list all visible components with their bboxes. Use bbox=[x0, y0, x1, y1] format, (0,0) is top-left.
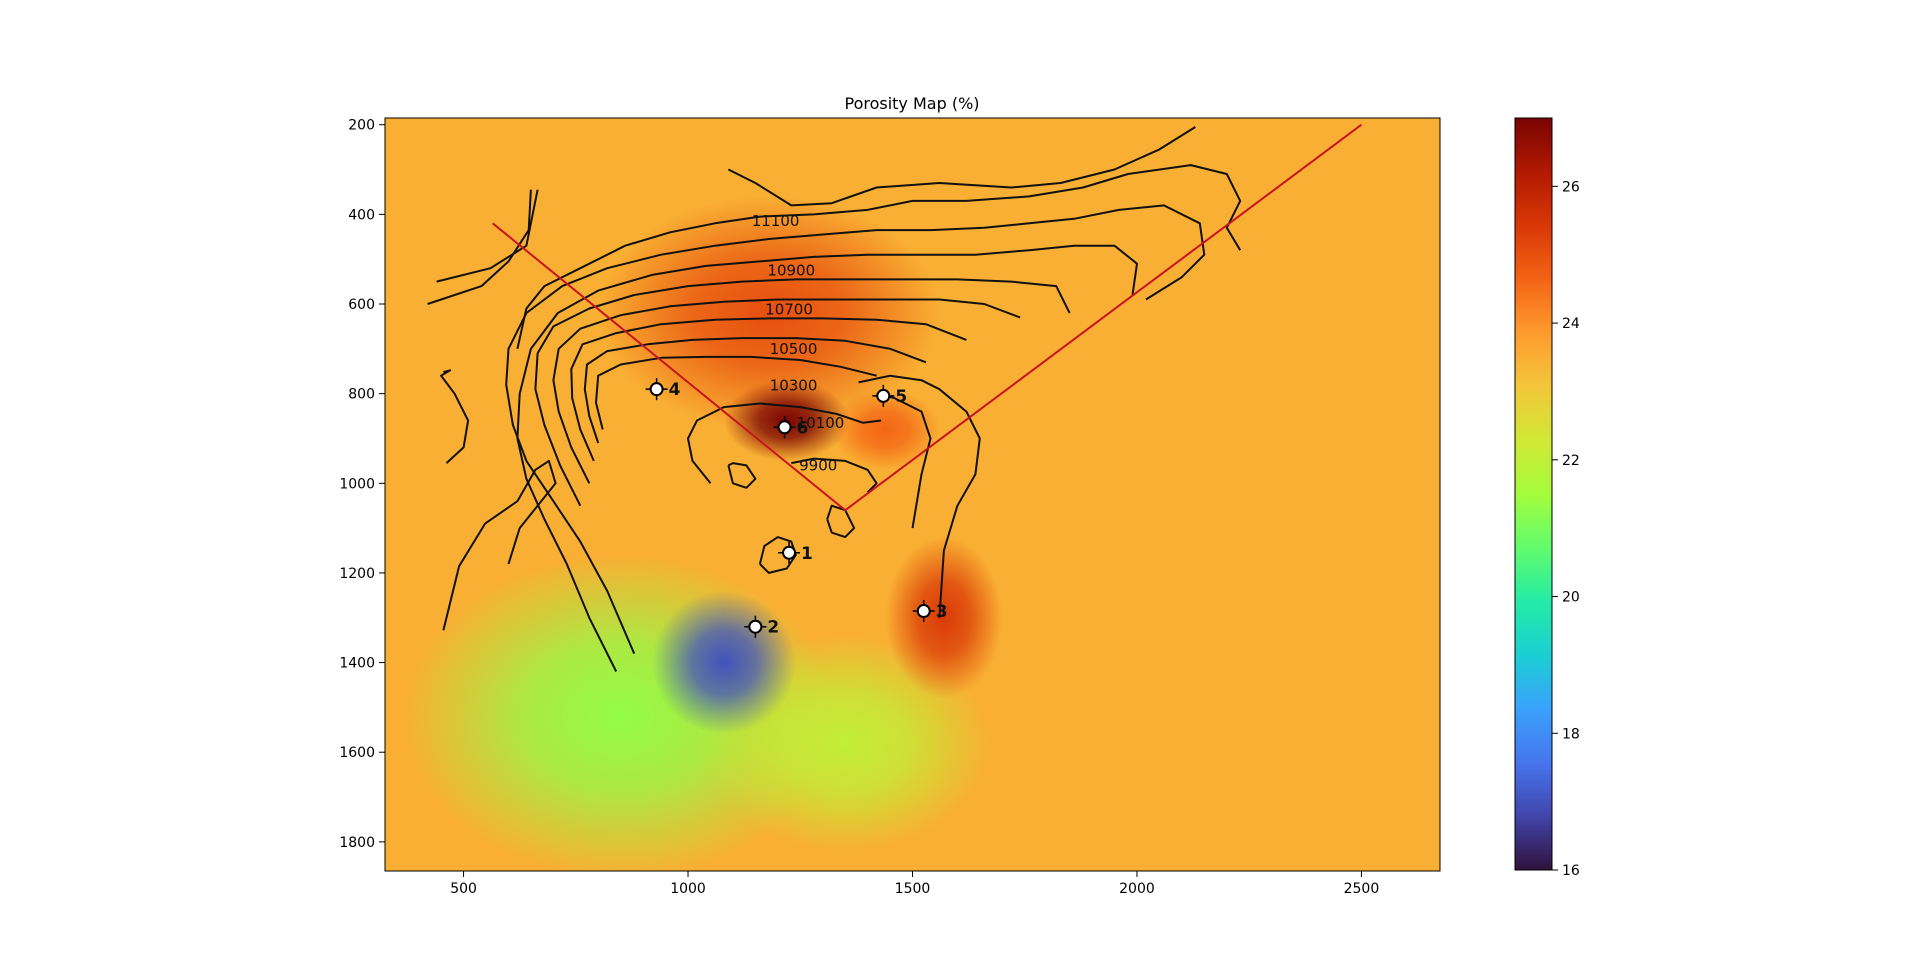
x-axis: 500 1000 1500 2000 2500 bbox=[450, 871, 1379, 897]
well-label: 6 bbox=[797, 418, 809, 438]
well-marker: 3 bbox=[912, 600, 948, 623]
contour-layer bbox=[427, 126, 1242, 672]
fault-line bbox=[492, 123, 1362, 512]
y-tick-label: 1800 bbox=[339, 835, 375, 851]
x-tick-label: 1500 bbox=[895, 881, 931, 897]
well-marker: 5 bbox=[872, 384, 907, 407]
y-tick-label: 600 bbox=[348, 297, 375, 313]
contour-line bbox=[436, 189, 539, 283]
contour-label: 9900 bbox=[799, 456, 837, 474]
colorbar-tick-label: 22 bbox=[1562, 453, 1580, 469]
contour-line bbox=[442, 459, 557, 631]
contour-line bbox=[727, 462, 757, 489]
x-tick-label: 500 bbox=[450, 881, 477, 897]
well-label: 2 bbox=[767, 618, 779, 638]
y-tick-label: 1400 bbox=[339, 656, 375, 672]
contour-line bbox=[826, 504, 856, 539]
contour-line bbox=[427, 189, 532, 305]
contour-line bbox=[516, 244, 1138, 672]
contour-line bbox=[858, 374, 981, 618]
porosity-anomaly bbox=[723, 380, 850, 461]
fault-layer bbox=[492, 123, 1362, 512]
contour-line bbox=[595, 355, 877, 430]
contour-line bbox=[791, 457, 878, 494]
chart-title: Porosity Map (%) bbox=[844, 94, 979, 113]
y-tick-label: 400 bbox=[348, 207, 375, 223]
contour-line bbox=[583, 337, 927, 444]
contour-line bbox=[440, 369, 470, 464]
contour-label: 10100 bbox=[797, 414, 845, 432]
colorbar-gradient bbox=[1515, 118, 1552, 870]
contour-line bbox=[727, 126, 1196, 207]
well-label: 4 bbox=[669, 380, 681, 400]
colorbar-tick-label: 16 bbox=[1562, 863, 1580, 879]
x-tick-label: 2000 bbox=[1119, 881, 1155, 897]
contour-label: 10500 bbox=[770, 340, 818, 358]
colorbar: 16 18 20 22 24 26 bbox=[1514, 117, 1580, 879]
well-marker: 6 bbox=[773, 416, 809, 439]
y-tick-label: 1000 bbox=[339, 476, 375, 492]
colorbar-tick-label: 20 bbox=[1562, 590, 1580, 606]
well-marker: 1 bbox=[778, 541, 813, 564]
contour-label-layer: 11100 10900 10700 10500 10300 10100 9900 bbox=[752, 212, 845, 474]
well-label: 1 bbox=[801, 544, 813, 564]
well-label: 3 bbox=[936, 602, 948, 622]
colorbar-tick-label: 24 bbox=[1562, 316, 1580, 332]
colorbar-ticks: 16 18 20 22 24 26 bbox=[1552, 179, 1580, 879]
plot-area: 11100 10900 10700 10500 10300 10100 9900 1 2 3 4 5… bbox=[385, 118, 1440, 871]
contour-line bbox=[876, 392, 932, 529]
contour-label: 10300 bbox=[770, 377, 818, 395]
contour-label: 10900 bbox=[767, 261, 815, 279]
contour-line bbox=[570, 317, 967, 462]
y-tick-label: 1600 bbox=[339, 745, 375, 761]
y-tick-label: 800 bbox=[348, 387, 375, 403]
contour-line bbox=[505, 204, 1206, 654]
colorbar-tick-label: 26 bbox=[1562, 179, 1580, 195]
contour-label: 10700 bbox=[765, 300, 813, 318]
well-layer: 1 2 3 4 5 6 bbox=[645, 378, 948, 638]
well-marker: 2 bbox=[744, 615, 779, 638]
contour-line bbox=[534, 278, 1071, 507]
porosity-anomaly bbox=[831, 389, 940, 470]
contour-label: 11100 bbox=[752, 212, 800, 230]
x-tick-label: 2500 bbox=[1344, 881, 1380, 897]
contour-line bbox=[516, 164, 1242, 350]
porosity-anomaly bbox=[652, 590, 796, 735]
contour-line bbox=[552, 298, 1021, 484]
well-label: 5 bbox=[895, 387, 907, 407]
porosity-anomaly bbox=[885, 537, 1003, 699]
colorbar-frame bbox=[1514, 117, 1553, 871]
y-tick-label: 1200 bbox=[339, 566, 375, 582]
contour-line bbox=[687, 402, 882, 484]
y-axis: 200 400 600 800 1000 1200 1400 1600 1800 bbox=[339, 118, 385, 851]
y-tick-label: 200 bbox=[348, 118, 375, 134]
well-marker: 4 bbox=[645, 378, 681, 401]
colorbar-tick-label: 18 bbox=[1562, 726, 1580, 742]
x-tick-label: 1000 bbox=[670, 881, 706, 897]
